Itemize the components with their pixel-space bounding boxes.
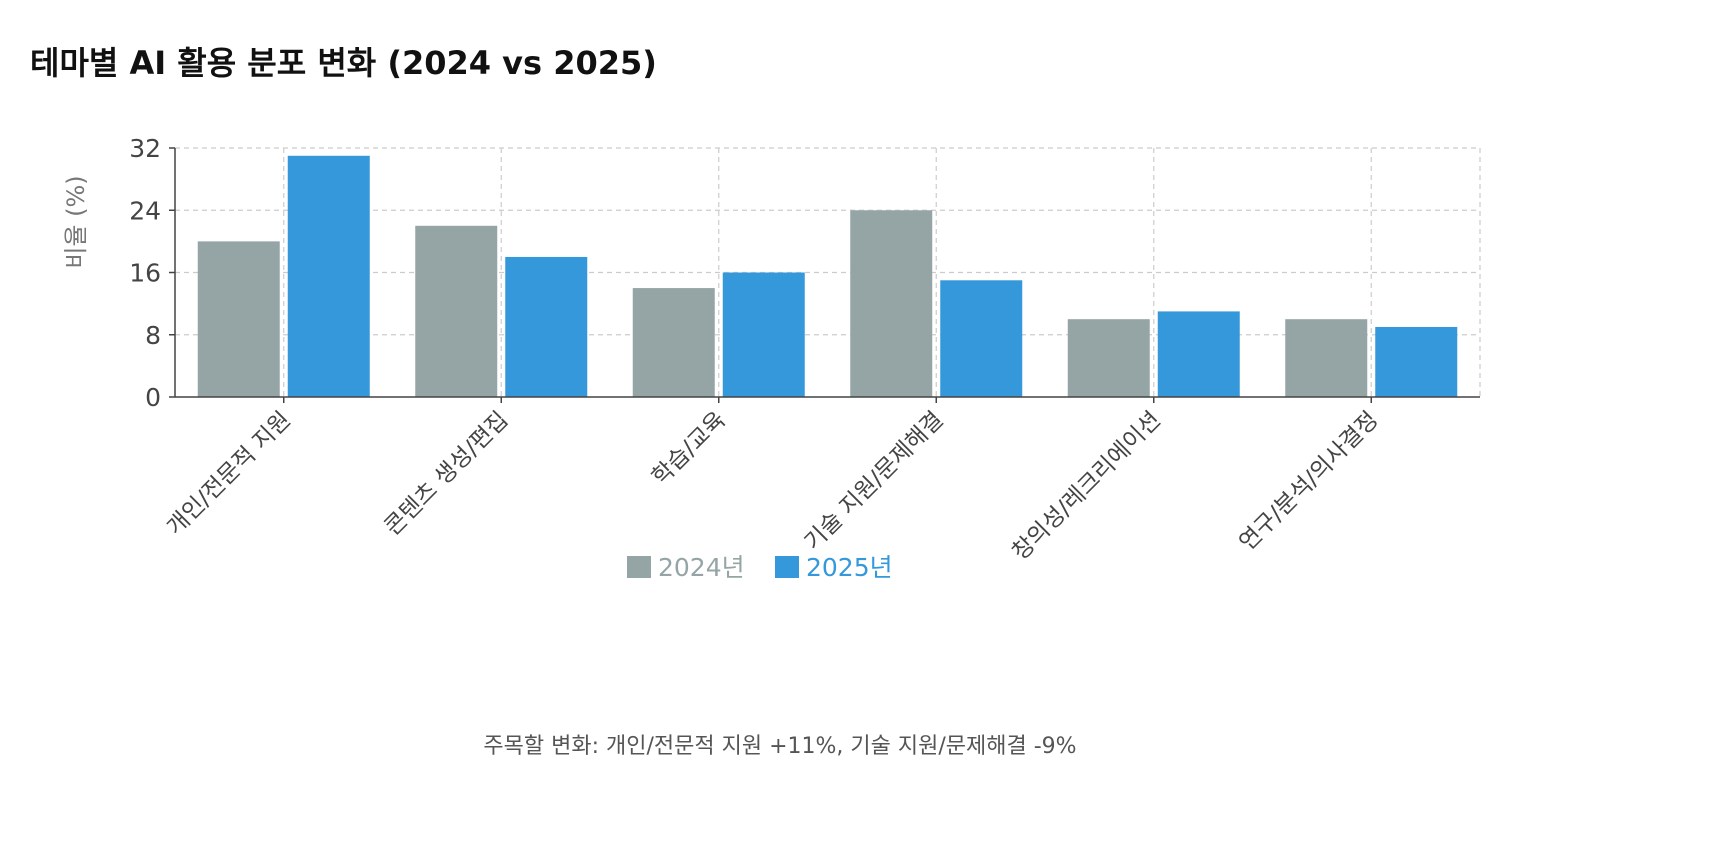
x-tick-label: 창의성/레크리에이션 (1007, 407, 1166, 566)
bar-2024년-개인/전문적 지원 (197, 241, 280, 397)
legend-swatch-2025년 (775, 556, 799, 578)
bar-2025년-학습/교육 (722, 272, 805, 397)
bar-2024년-학습/교육 (632, 288, 715, 397)
legend-label-2025년: 2025년 (806, 553, 893, 582)
bar-layer (197, 155, 1458, 397)
bar-2024년-창의성/레크리에이션 (1067, 319, 1150, 397)
footnote: 주목할 변화: 개인/전문적 지원 +11%, 기술 지원/문제해결 -9% (483, 734, 1077, 759)
x-tick-label: 학습/교육 (647, 407, 731, 491)
bar-2024년-연구/분석/의사결정 (1285, 319, 1368, 397)
bar-2025년-기술 지원/문제해결 (940, 280, 1023, 397)
legend-label-2024년: 2024년 (658, 553, 745, 582)
y-tick-label: 32 (129, 134, 161, 163)
y-axis-label: 비율 (%) (62, 175, 90, 268)
x-tick-label: 개인/전문적 지원 (162, 407, 296, 541)
x-tick-label: 기술 지원/문제해결 (800, 407, 949, 556)
bar-2025년-콘텐츠 생성/편집 (505, 256, 588, 397)
y-tick-label: 8 (145, 321, 161, 350)
bar-2025년-창의성/레크리에이션 (1157, 311, 1240, 397)
bar-2024년-콘텐츠 생성/편집 (415, 225, 498, 397)
y-tick-label: 0 (145, 383, 161, 412)
y-tick-label: 16 (129, 259, 161, 288)
legend-swatch-2024년 (627, 556, 651, 578)
x-tick-label: 연구/분석/의사결정 (1234, 407, 1383, 556)
bar-2025년-연구/분석/의사결정 (1375, 326, 1458, 397)
y-tick-label: 24 (129, 196, 161, 225)
legend: 2024년 2025년 (627, 553, 893, 582)
x-tick-label: 콘텐츠 생성/편집 (380, 407, 514, 541)
grid-lines (175, 147, 1481, 397)
bar-2024년-기술 지원/문제해결 (850, 210, 933, 397)
chart-title: 테마별 AI 활용 분포 변화 (2024 vs 2025) (30, 44, 657, 82)
bar-2025년-개인/전문적 지원 (287, 155, 370, 397)
